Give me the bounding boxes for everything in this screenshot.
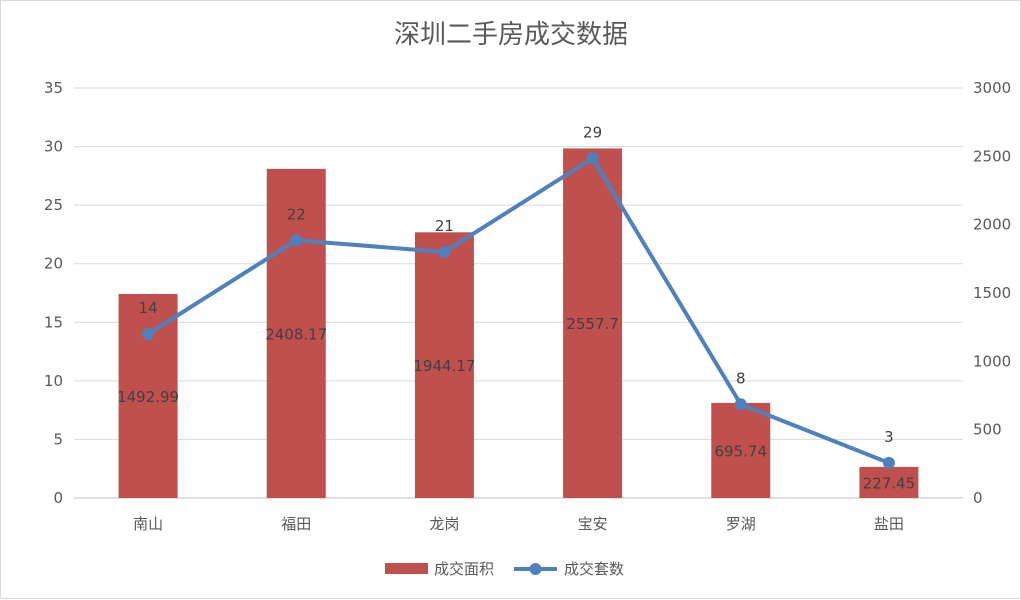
- line-data-label: 29: [583, 123, 602, 141]
- line-marker: [438, 246, 451, 258]
- line-data-label: 14: [139, 299, 158, 317]
- right-tick-label: 1500: [973, 284, 1011, 302]
- line-data-label: 3: [884, 428, 894, 446]
- category-label: 南山: [133, 515, 163, 533]
- bar-data-label: 227.45: [863, 474, 916, 492]
- bar: [711, 402, 771, 498]
- right-tick-label: 500: [973, 421, 1002, 439]
- left-tick-label: 20: [44, 255, 63, 273]
- bar-data-label: 2408.17: [265, 325, 327, 343]
- bar: [266, 168, 326, 499]
- bar: [859, 466, 919, 498]
- left-tick-label: 0: [53, 489, 63, 507]
- bar-data-labels: 1492.99 2408.17 1944.17 2557.7 695.74 227.45: [117, 315, 915, 492]
- series-line: [147, 156, 890, 465]
- line-marker: [290, 234, 303, 247]
- bar-data-label: 1944.17: [413, 357, 475, 375]
- category-label: 宝安: [578, 515, 608, 533]
- right-tick-label: 1000: [973, 352, 1011, 370]
- category-label: 罗湖: [726, 515, 756, 533]
- right-tick-label: 3000: [973, 79, 1011, 97]
- chart-title: 深圳二手房成交数据: [394, 20, 628, 50]
- line-marker: [142, 328, 155, 340]
- left-tick-label: 5: [53, 430, 63, 448]
- legend: 成交面积 成交套数: [385, 560, 624, 578]
- bar-series: [118, 148, 919, 499]
- left-axis-ticks: 0 5 10 15 20 25 30 35: [44, 79, 63, 507]
- line-data-label: 21: [435, 217, 454, 235]
- left-tick-label: 35: [44, 79, 63, 97]
- line-data-labels: 14 22 21 29 8 3: [139, 123, 894, 446]
- category-label: 龙岗: [429, 515, 459, 533]
- gridlines: [74, 87, 963, 499]
- left-tick-label: 15: [44, 313, 63, 331]
- category-label: 福田: [281, 515, 311, 533]
- right-tick-label: 2500: [973, 147, 1011, 165]
- legend-swatch-bar: [385, 563, 428, 574]
- legend-swatch-marker: [529, 563, 542, 575]
- bar-data-label: 2557.7: [566, 315, 619, 333]
- category-label: 盐田: [874, 515, 904, 533]
- left-tick-label: 10: [44, 372, 63, 390]
- left-tick-label: 25: [44, 196, 63, 214]
- line-marker: [734, 398, 747, 411]
- bar: [414, 232, 474, 499]
- right-tick-label: 0: [973, 489, 983, 507]
- line-marker: [882, 456, 895, 469]
- bar-data-label: 1492.99: [117, 388, 179, 406]
- bar: [118, 293, 178, 498]
- bar: [563, 148, 623, 498]
- bar-data-label: 695.74: [715, 442, 768, 460]
- right-axis-ticks: 0 500 1000 1500 2000 2500 3000: [973, 79, 1011, 507]
- legend-label: 成交套数: [564, 560, 624, 578]
- line-marker: [586, 152, 599, 165]
- line-data-label: 8: [736, 369, 746, 387]
- right-tick-label: 2000: [973, 216, 1011, 234]
- line-data-label: 22: [287, 205, 306, 223]
- left-tick-label: 30: [44, 138, 63, 156]
- category-labels: 南山 福田 龙岗 宝安 罗湖 盐田: [133, 515, 904, 533]
- legend-label: 成交面积: [434, 560, 494, 578]
- line-series: [142, 152, 895, 469]
